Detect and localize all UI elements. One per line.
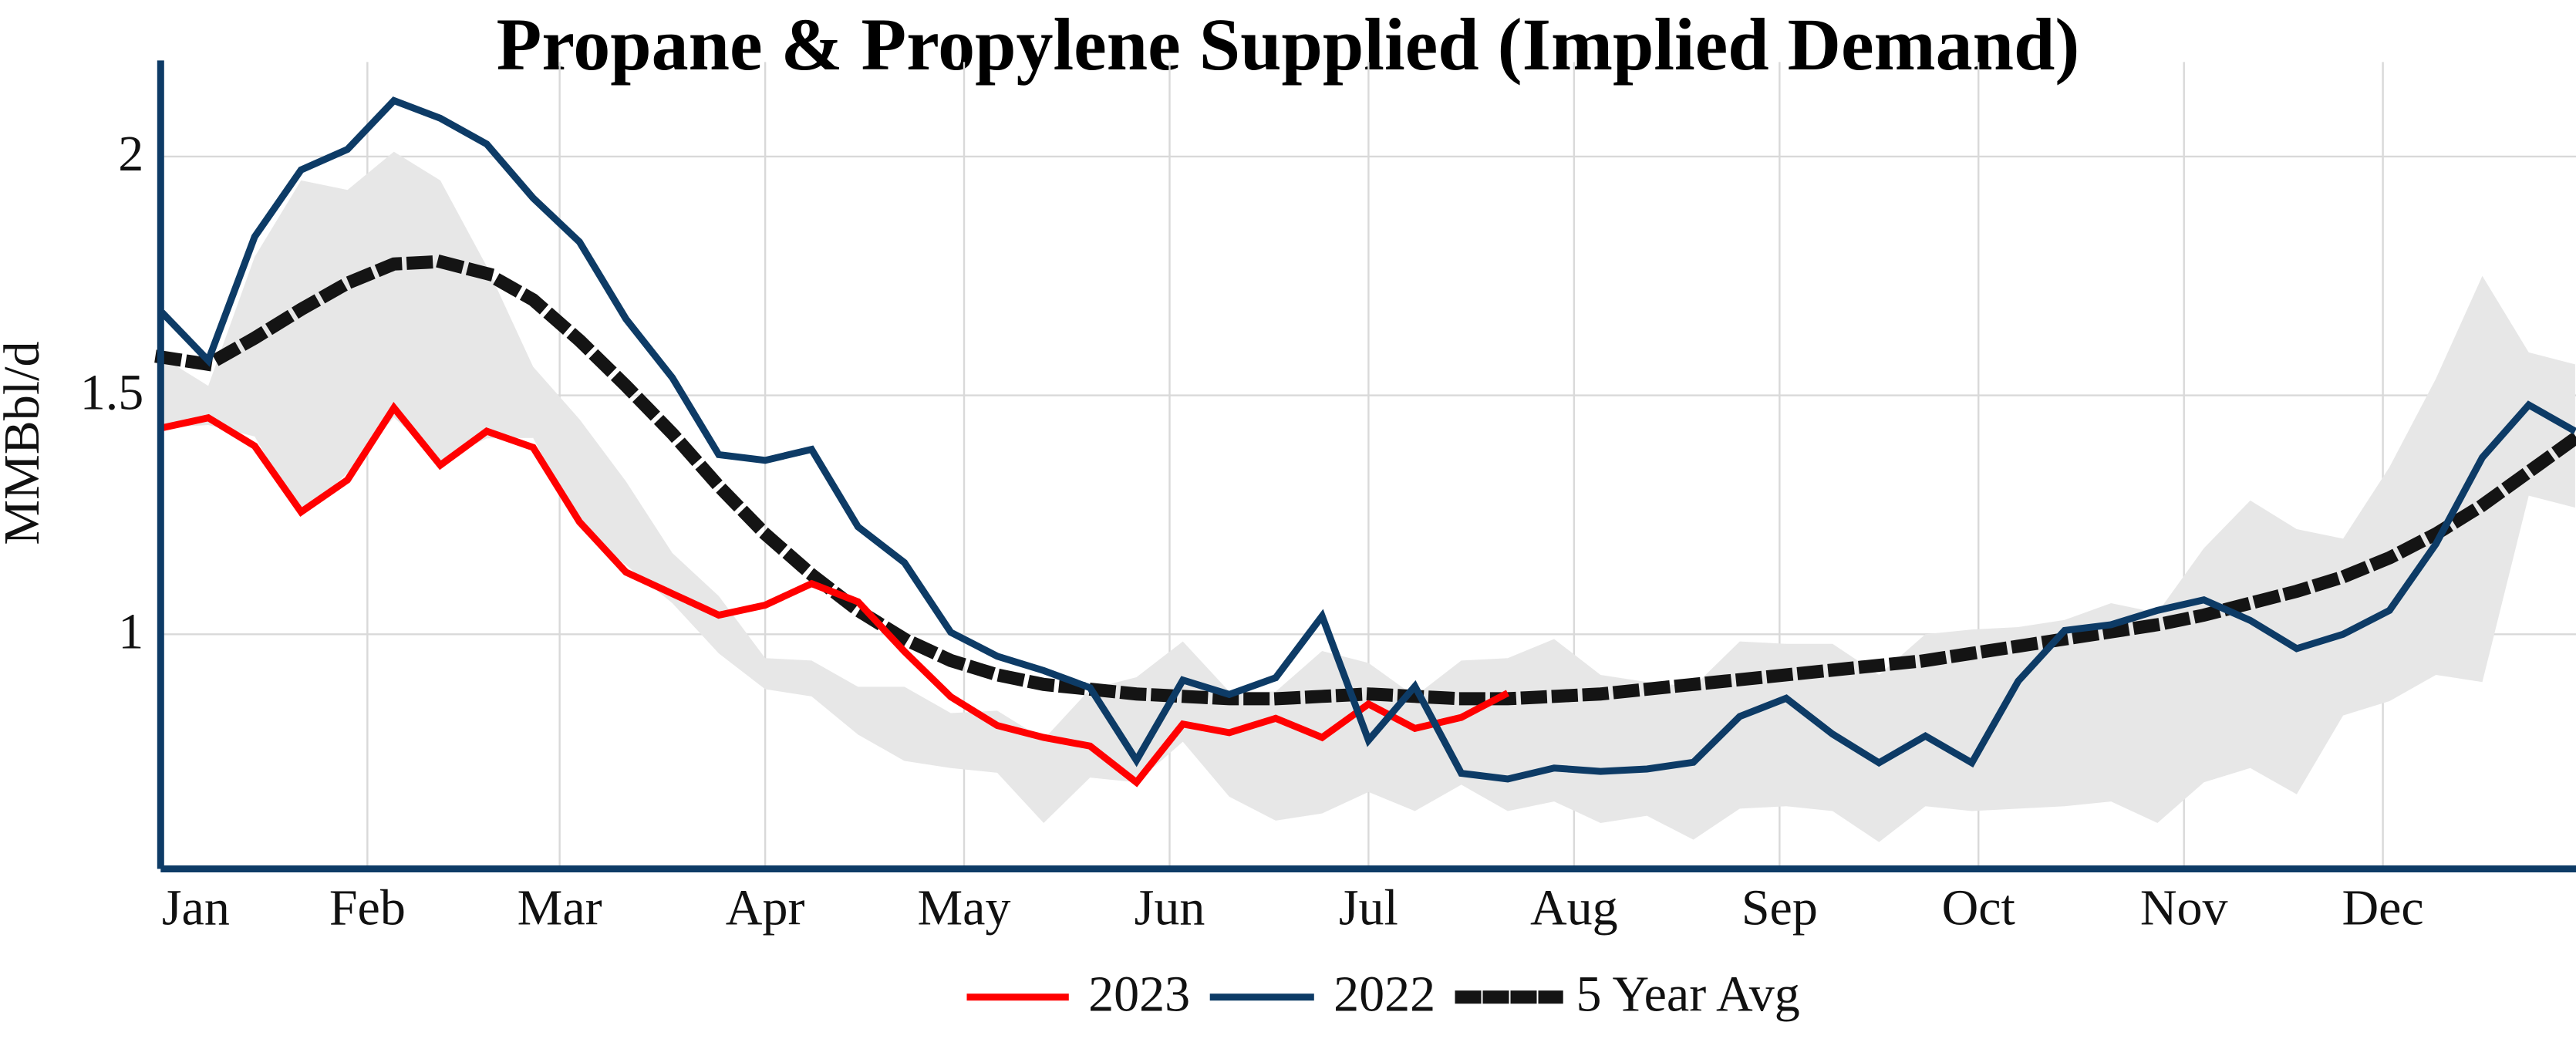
svg-text:5 Year Avg: 5 Year Avg xyxy=(1576,966,1800,1023)
svg-text:Nov: Nov xyxy=(2140,880,2228,936)
svg-text:Oct: Oct xyxy=(1942,880,2015,936)
svg-text:Dec: Dec xyxy=(2342,880,2423,936)
svg-text:Sep: Sep xyxy=(1741,880,1818,936)
svg-text:Jul: Jul xyxy=(1339,880,1398,936)
svg-text:Jun: Jun xyxy=(1135,880,1205,936)
svg-text:2023: 2023 xyxy=(1088,966,1190,1023)
svg-text:1.5: 1.5 xyxy=(80,365,144,421)
svg-text:Jan: Jan xyxy=(162,880,230,936)
svg-text:2: 2 xyxy=(118,126,143,182)
svg-text:May: May xyxy=(918,880,1011,936)
svg-text:1: 1 xyxy=(118,603,143,659)
svg-text:Aug: Aug xyxy=(1530,880,1618,936)
svg-text:MMBbl/d: MMBbl/d xyxy=(0,342,50,545)
svg-text:Feb: Feb xyxy=(329,880,406,936)
svg-text:2022: 2022 xyxy=(1334,966,1435,1023)
svg-text:Apr: Apr xyxy=(726,880,805,936)
svg-text:Mar: Mar xyxy=(518,880,602,936)
